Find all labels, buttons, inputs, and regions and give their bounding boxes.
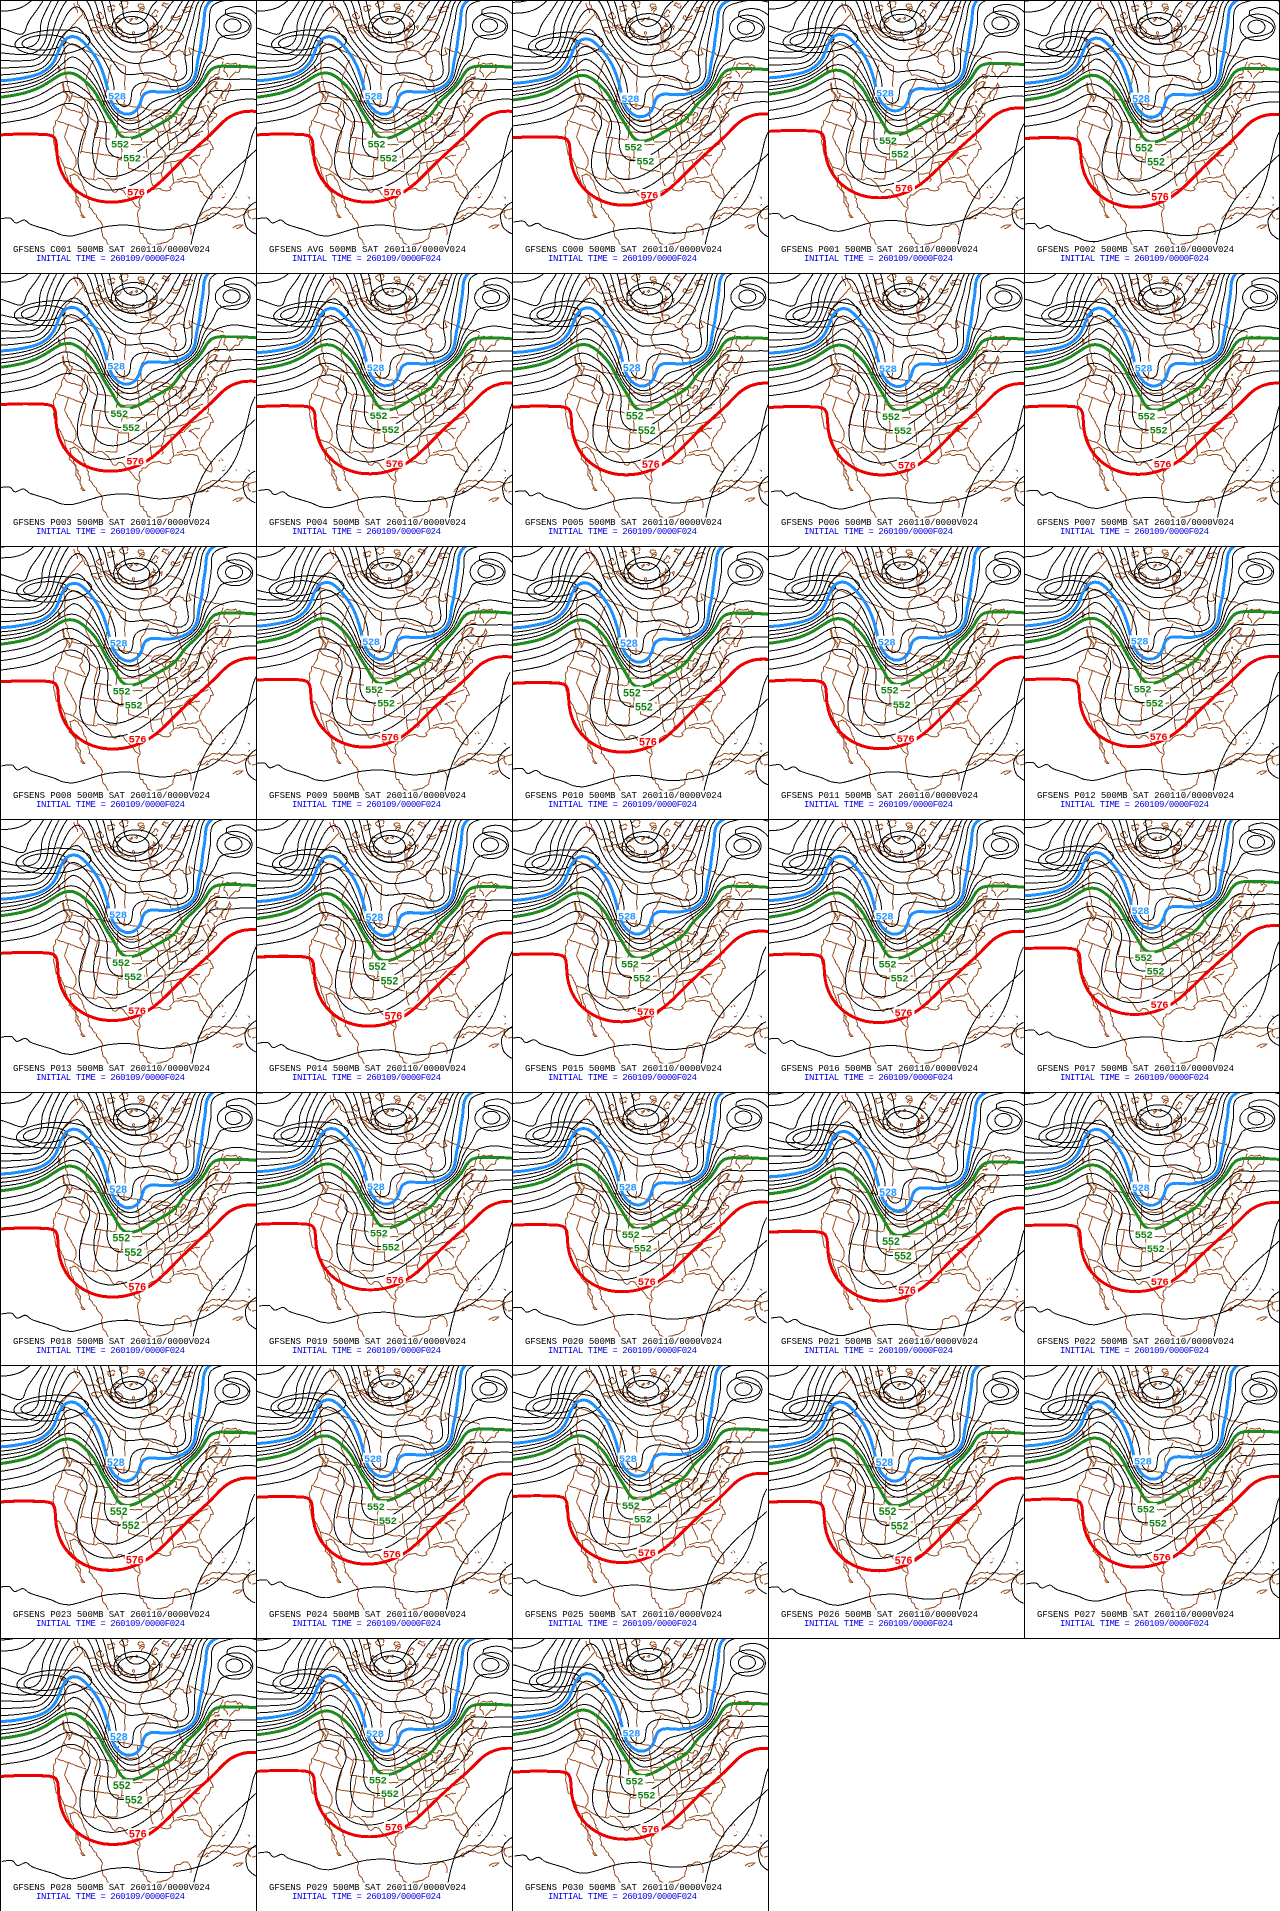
svg-text:INITIAL TIME = 260109/0000F024: INITIAL TIME = 260109/0000F024	[548, 800, 697, 810]
svg-text:GFSENS P001 500MB SAT 260110/0: GFSENS P001 500MB SAT 260110/0000V024	[781, 245, 978, 255]
svg-text:GFSENS P009 500MB SAT 260110/0: GFSENS P009 500MB SAT 260110/0000V024	[269, 791, 466, 801]
svg-text:GFSENS P018 500MB SAT 260110/0: GFSENS P018 500MB SAT 260110/0000V024	[13, 1337, 210, 1347]
svg-text:INITIAL TIME = 260109/0000F024: INITIAL TIME = 260109/0000F024	[36, 800, 185, 810]
svg-text:GFSENS P014 500MB SAT 260110/0: GFSENS P014 500MB SAT 260110/0000V024	[269, 1064, 466, 1074]
svg-text:INITIAL TIME = 260109/0000F024: INITIAL TIME = 260109/0000F024	[804, 1619, 953, 1629]
svg-text:GFSENS P022 500MB SAT 260110/0: GFSENS P022 500MB SAT 260110/0000V024	[1037, 1337, 1234, 1347]
svg-text:GFSENS P012 500MB SAT 260110/0: GFSENS P012 500MB SAT 260110/0000V024	[1037, 791, 1234, 801]
svg-text:GFSENS P026 500MB SAT 260110/0: GFSENS P026 500MB SAT 260110/0000V024	[781, 1610, 978, 1620]
svg-text:GFSENS P029 500MB SAT 260110/0: GFSENS P029 500MB SAT 260110/0000V024	[269, 1883, 466, 1893]
svg-text:GFSENS P016 500MB SAT 260110/0: GFSENS P016 500MB SAT 260110/0000V024	[781, 1064, 978, 1074]
svg-text:GFSENS P003 500MB SAT 260110/0: GFSENS P003 500MB SAT 260110/0000V024	[13, 518, 210, 528]
svg-text:INITIAL TIME = 260109/0000F024: INITIAL TIME = 260109/0000F024	[548, 1892, 697, 1902]
svg-text:INITIAL TIME = 260109/0000F024: INITIAL TIME = 260109/0000F024	[292, 1892, 441, 1902]
svg-text:GFSENS P005 500MB SAT 260110/0: GFSENS P005 500MB SAT 260110/0000V024	[525, 518, 722, 528]
svg-text:GFSENS P023 500MB SAT 260110/0: GFSENS P023 500MB SAT 260110/0000V024	[13, 1610, 210, 1620]
svg-text:INITIAL TIME = 260109/0000F024: INITIAL TIME = 260109/0000F024	[36, 254, 185, 264]
svg-text:INITIAL TIME = 260109/0000F024: INITIAL TIME = 260109/0000F024	[292, 1619, 441, 1629]
svg-text:GFSENS P030 500MB SAT 260110/0: GFSENS P030 500MB SAT 260110/0000V024	[525, 1883, 722, 1893]
svg-text:GFSENS P010 500MB SAT 260110/0: GFSENS P010 500MB SAT 260110/0000V024	[525, 791, 722, 801]
svg-text:GFSENS P019 500MB SAT 260110/0: GFSENS P019 500MB SAT 260110/0000V024	[269, 1337, 466, 1347]
svg-text:INITIAL TIME = 260109/0000F024: INITIAL TIME = 260109/0000F024	[548, 1346, 697, 1356]
svg-text:INITIAL TIME = 260109/0000F024: INITIAL TIME = 260109/0000F024	[548, 254, 697, 264]
svg-text:INITIAL TIME = 260109/0000F024: INITIAL TIME = 260109/0000F024	[1060, 1073, 1209, 1083]
svg-text:INITIAL TIME = 260109/0000F024: INITIAL TIME = 260109/0000F024	[292, 800, 441, 810]
svg-text:GFSENS P015 500MB SAT 260110/0: GFSENS P015 500MB SAT 260110/0000V024	[525, 1064, 722, 1074]
svg-text:INITIAL TIME = 260109/0000F024: INITIAL TIME = 260109/0000F024	[804, 254, 953, 264]
svg-text:GFSENS P028 500MB SAT 260110/0: GFSENS P028 500MB SAT 260110/0000V024	[13, 1883, 210, 1893]
svg-text:INITIAL TIME = 260109/0000F024: INITIAL TIME = 260109/0000F024	[1060, 800, 1209, 810]
svg-text:GFSENS P025 500MB SAT 260110/0: GFSENS P025 500MB SAT 260110/0000V024	[525, 1610, 722, 1620]
svg-text:INITIAL TIME = 260109/0000F024: INITIAL TIME = 260109/0000F024	[548, 527, 697, 537]
svg-text:GFSENS P007 500MB SAT 260110/0: GFSENS P007 500MB SAT 260110/0000V024	[1037, 518, 1234, 528]
svg-text:INITIAL TIME = 260109/0000F024: INITIAL TIME = 260109/0000F024	[36, 1346, 185, 1356]
svg-text:INITIAL TIME = 260109/0000F024: INITIAL TIME = 260109/0000F024	[804, 527, 953, 537]
svg-text:INITIAL TIME = 260109/0000F024: INITIAL TIME = 260109/0000F024	[804, 800, 953, 810]
svg-text:INITIAL TIME = 260109/0000F024: INITIAL TIME = 260109/0000F024	[36, 1619, 185, 1629]
svg-text:GFSENS P013 500MB SAT 260110/0: GFSENS P013 500MB SAT 260110/0000V024	[13, 1064, 210, 1074]
svg-text:GFSENS C000 500MB SAT 260110/0: GFSENS C000 500MB SAT 260110/0000V024	[525, 245, 722, 255]
svg-text:GFSENS P024 500MB SAT 260110/0: GFSENS P024 500MB SAT 260110/0000V024	[269, 1610, 466, 1620]
svg-text:GFSENS P027 500MB SAT 260110/0: GFSENS P027 500MB SAT 260110/0000V024	[1037, 1610, 1234, 1620]
svg-text:INITIAL TIME = 260109/0000F024: INITIAL TIME = 260109/0000F024	[36, 1892, 185, 1902]
svg-text:INITIAL TIME = 260109/0000F024: INITIAL TIME = 260109/0000F024	[292, 527, 441, 537]
svg-text:GFSENS P021 500MB SAT 260110/0: GFSENS P021 500MB SAT 260110/0000V024	[781, 1337, 978, 1347]
svg-text:INITIAL TIME = 260109/0000F024: INITIAL TIME = 260109/0000F024	[1060, 527, 1209, 537]
svg-text:INITIAL TIME = 260109/0000F024: INITIAL TIME = 260109/0000F024	[1060, 1619, 1209, 1629]
svg-text:INITIAL TIME = 260109/0000F024: INITIAL TIME = 260109/0000F024	[1060, 1346, 1209, 1356]
svg-text:INITIAL TIME = 260109/0000F024: INITIAL TIME = 260109/0000F024	[1060, 254, 1209, 264]
svg-text:GFSENS P004 500MB SAT 260110/0: GFSENS P004 500MB SAT 260110/0000V024	[269, 518, 466, 528]
svg-text:INITIAL TIME = 260109/0000F024: INITIAL TIME = 260109/0000F024	[36, 1073, 185, 1083]
svg-text:GFSENS P008 500MB SAT 260110/0: GFSENS P008 500MB SAT 260110/0000V024	[13, 791, 210, 801]
svg-text:INITIAL TIME = 260109/0000F024: INITIAL TIME = 260109/0000F024	[804, 1073, 953, 1083]
svg-text:INITIAL TIME = 260109/0000F024: INITIAL TIME = 260109/0000F024	[548, 1619, 697, 1629]
svg-text:INITIAL TIME = 260109/0000F024: INITIAL TIME = 260109/0000F024	[548, 1073, 697, 1083]
svg-text:INITIAL TIME = 260109/0000F024: INITIAL TIME = 260109/0000F024	[36, 527, 185, 537]
svg-text:GFSENS P011 500MB SAT 260110/0: GFSENS P011 500MB SAT 260110/0000V024	[781, 791, 978, 801]
svg-text:GFSENS P002 500MB SAT 260110/0: GFSENS P002 500MB SAT 260110/0000V024	[1037, 245, 1234, 255]
svg-text:GFSENS P020 500MB SAT 260110/0: GFSENS P020 500MB SAT 260110/0000V024	[525, 1337, 722, 1347]
svg-text:INITIAL TIME = 260109/0000F024: INITIAL TIME = 260109/0000F024	[292, 254, 441, 264]
svg-text:GFSENS P006 500MB SAT 260110/0: GFSENS P006 500MB SAT 260110/0000V024	[781, 518, 978, 528]
svg-text:INITIAL TIME = 260109/0000F024: INITIAL TIME = 260109/0000F024	[804, 1346, 953, 1356]
svg-text:INITIAL TIME = 260109/0000F024: INITIAL TIME = 260109/0000F024	[292, 1346, 441, 1356]
svg-text:GFSENS AVG 500MB SAT 260110/00: GFSENS AVG 500MB SAT 260110/0000V024	[269, 245, 466, 255]
svg-text:GFSENS C001 500MB SAT 260110/0: GFSENS C001 500MB SAT 260110/0000V024	[13, 245, 210, 255]
svg-text:GFSENS P017 500MB SAT 260110/0: GFSENS P017 500MB SAT 260110/0000V024	[1037, 1064, 1234, 1074]
svg-text:INITIAL TIME = 260109/0000F024: INITIAL TIME = 260109/0000F024	[292, 1073, 441, 1083]
